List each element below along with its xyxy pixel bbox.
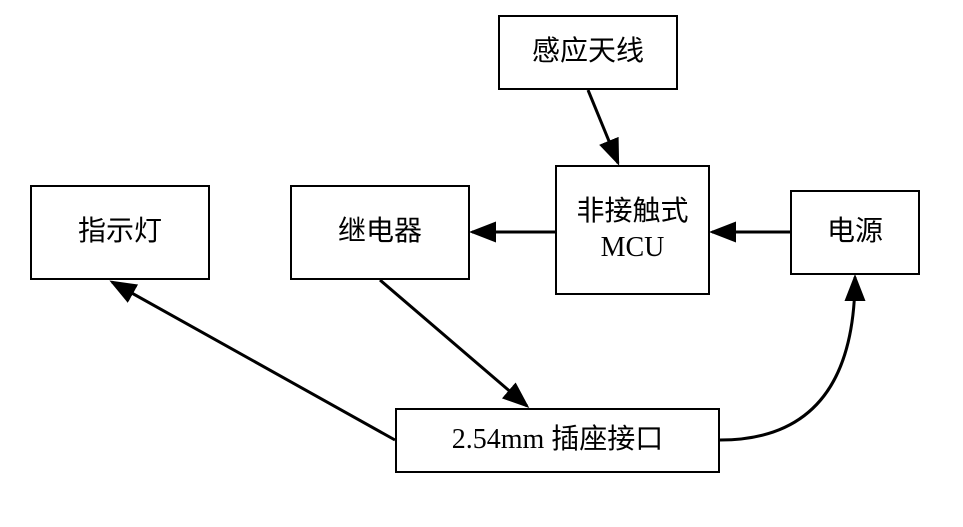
edge-socket-indicator: [112, 282, 395, 440]
edge-relay-socket: [380, 280, 527, 406]
node-socket: 2.54mm 插座接口: [395, 408, 720, 473]
node-relay: 继电器: [290, 185, 470, 280]
node-power: 电源: [790, 190, 920, 275]
node-relay-label: 继电器: [338, 214, 422, 250]
node-indicator-label: 指示灯: [78, 214, 162, 250]
node-indicator: 指示灯: [30, 185, 210, 280]
edge-antenna-mcu: [588, 90, 618, 163]
node-antenna: 感应天线: [498, 15, 678, 90]
node-mcu: 非接触式 MCU: [555, 165, 710, 295]
edge-socket-power: [720, 277, 855, 440]
node-power-label: 电源: [827, 214, 883, 250]
node-antenna-label: 感应天线: [532, 34, 644, 70]
node-mcu-label: 非接触式 MCU: [561, 194, 704, 267]
node-socket-label: 2.54mm 插座接口: [452, 422, 664, 458]
